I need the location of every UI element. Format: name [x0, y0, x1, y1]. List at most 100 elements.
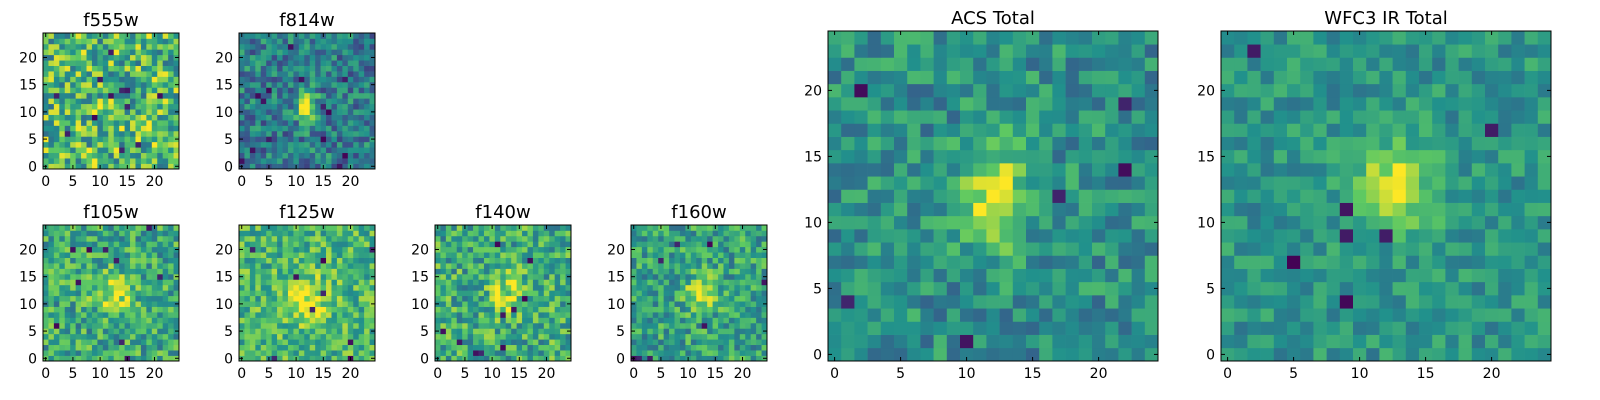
pixel — [669, 339, 675, 346]
pixel — [663, 279, 670, 286]
pixel — [723, 252, 730, 258]
pixel — [113, 147, 120, 154]
pixel — [336, 306, 343, 313]
pixel — [119, 54, 125, 61]
pixel — [336, 312, 343, 318]
pixel — [331, 273, 338, 280]
pixel — [663, 284, 670, 291]
pixel — [516, 241, 523, 248]
pixel — [347, 98, 354, 105]
pixel — [907, 97, 921, 111]
pixel — [168, 76, 174, 83]
pixel — [64, 136, 71, 143]
pixel — [1260, 202, 1275, 217]
pixel — [1026, 163, 1040, 177]
pixel — [369, 312, 376, 318]
pixel — [48, 92, 55, 99]
pixel — [119, 328, 125, 335]
pixel — [309, 301, 316, 307]
pixel — [249, 163, 256, 170]
pixel — [669, 279, 675, 286]
pixel — [168, 225, 174, 231]
pixel — [320, 284, 327, 291]
pixel — [239, 312, 245, 318]
pixel — [271, 141, 278, 148]
pixel — [1300, 229, 1314, 243]
pixel — [146, 350, 153, 356]
pixel — [669, 235, 675, 242]
y-tick-label: 10 — [411, 297, 429, 313]
y-tick-label: 15 — [215, 270, 233, 286]
pixel — [478, 257, 485, 264]
pixel — [249, 54, 256, 61]
pixel — [516, 263, 523, 269]
pixel — [701, 317, 708, 324]
pixel — [696, 235, 703, 242]
pixel — [331, 225, 338, 231]
pixel — [59, 339, 66, 346]
pixel — [669, 301, 675, 307]
pixel — [1105, 202, 1119, 217]
pixel — [712, 312, 719, 318]
pixel — [750, 322, 757, 329]
pixel — [162, 235, 169, 242]
pixel — [298, 152, 305, 159]
pixel — [1012, 83, 1027, 98]
pixel — [298, 92, 305, 99]
pixel — [162, 257, 169, 264]
pixel — [549, 312, 556, 318]
pixel — [451, 317, 458, 324]
pixel — [173, 322, 180, 329]
pixel — [669, 290, 675, 297]
pixel — [239, 120, 245, 126]
pixel — [59, 92, 66, 99]
pixel — [347, 279, 354, 286]
pixel — [135, 328, 142, 335]
pixel — [266, 328, 272, 335]
pixel — [86, 87, 93, 94]
pixel — [986, 163, 1000, 177]
x-tick-label: 15 — [1024, 366, 1042, 382]
pixel — [140, 158, 147, 164]
pixel — [658, 257, 664, 264]
pixel — [266, 65, 272, 72]
pixel — [320, 141, 327, 148]
pixel — [641, 344, 648, 351]
pixel — [369, 76, 376, 83]
pixel — [315, 230, 321, 237]
pixel — [565, 263, 572, 269]
pixel — [48, 317, 55, 324]
pixel — [1445, 242, 1459, 256]
pixel — [505, 317, 512, 324]
pixel — [320, 71, 327, 77]
pixel — [663, 339, 670, 346]
pixel — [59, 230, 66, 237]
pixel — [1353, 268, 1367, 283]
pixel — [734, 339, 741, 346]
pixel — [75, 230, 82, 237]
pixel — [647, 322, 654, 329]
pixel — [750, 344, 757, 351]
pixel — [64, 306, 71, 313]
pixel — [326, 103, 332, 110]
pixel — [102, 350, 109, 356]
pixel — [64, 317, 71, 324]
pixel — [1092, 57, 1106, 71]
pixel — [97, 92, 104, 99]
pixel — [135, 71, 142, 77]
y-tick-label: 20 — [411, 242, 429, 258]
pixel — [255, 43, 262, 50]
pixel — [157, 252, 164, 258]
pixel — [119, 252, 125, 258]
pixel — [1498, 215, 1512, 230]
pixel — [53, 43, 60, 50]
pixel — [81, 263, 87, 269]
pixel — [1353, 347, 1367, 362]
pixel — [260, 33, 267, 39]
pixel — [282, 43, 289, 50]
pixel — [658, 284, 664, 291]
pixel — [59, 344, 66, 351]
pixel — [48, 81, 55, 88]
pixel — [500, 273, 507, 280]
